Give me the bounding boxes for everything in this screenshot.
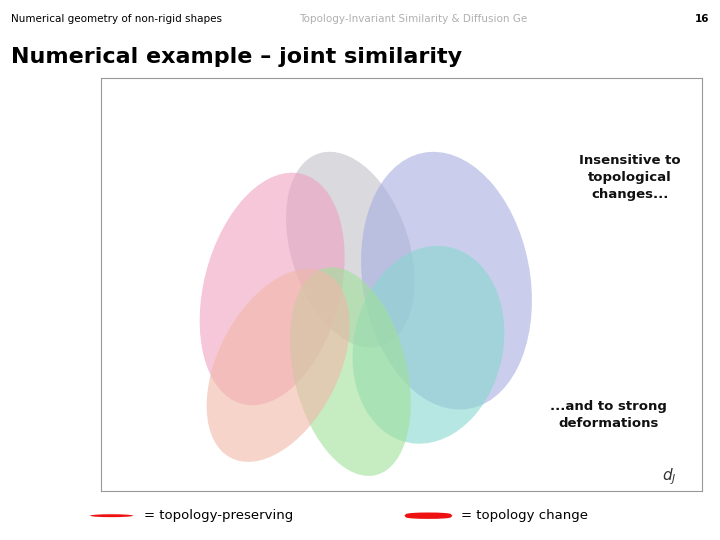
Text: ...and to strong
deformations: ...and to strong deformations [550,400,667,430]
Text: = topology change: = topology change [461,509,588,522]
Text: = topology-preserving: = topology-preserving [144,509,293,522]
Ellipse shape [290,267,410,476]
Ellipse shape [353,246,505,444]
Text: 16: 16 [695,14,709,24]
Text: Insensitive to
topological
changes...: Insensitive to topological changes... [579,154,680,201]
Circle shape [90,514,133,517]
Ellipse shape [199,173,345,405]
Circle shape [407,514,450,517]
Ellipse shape [207,269,350,462]
Text: $d_J$: $d_J$ [662,467,676,487]
Text: Numerical example – joint similarity: Numerical example – joint similarity [11,46,462,67]
Text: Numerical geometry of non-rigid shapes: Numerical geometry of non-rigid shapes [11,14,222,24]
Ellipse shape [361,152,532,409]
Text: Topology-Invariant Similarity & Diffusion Ge: Topology-Invariant Similarity & Diffusio… [299,14,527,24]
Ellipse shape [286,152,415,348]
